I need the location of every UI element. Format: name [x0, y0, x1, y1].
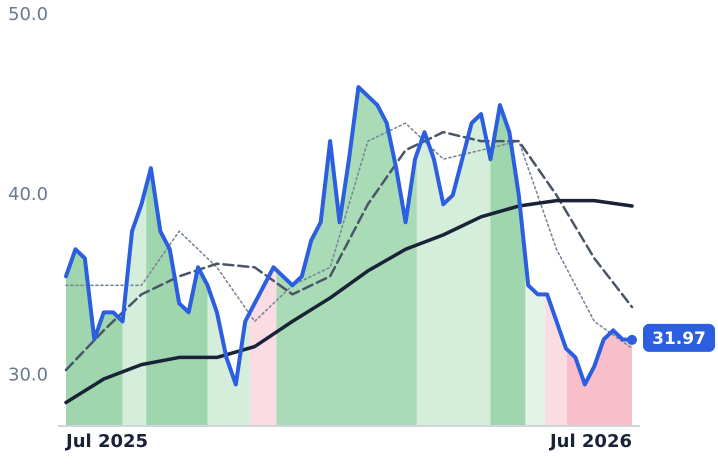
region — [545, 87, 567, 425]
region — [525, 87, 546, 425]
series-line — [64, 85, 634, 387]
region — [276, 87, 417, 425]
value-badge — [643, 323, 715, 352]
series-line — [65, 122, 633, 350]
x-tick-label: Jul 2026 — [548, 431, 632, 452]
y-tick-label: 50.0 — [8, 4, 48, 25]
series-line — [64, 198, 634, 405]
series-line — [64, 130, 634, 372]
last-point — [627, 334, 637, 345]
y-tick-label: 30.0 — [8, 364, 48, 385]
y-tick-label: 40.0 — [8, 184, 48, 205]
x-tick-label: Jul 2025 — [64, 431, 148, 452]
region — [249, 87, 277, 425]
region — [66, 87, 123, 425]
region — [416, 87, 491, 425]
value-badge-label: 31.97 — [652, 329, 706, 349]
